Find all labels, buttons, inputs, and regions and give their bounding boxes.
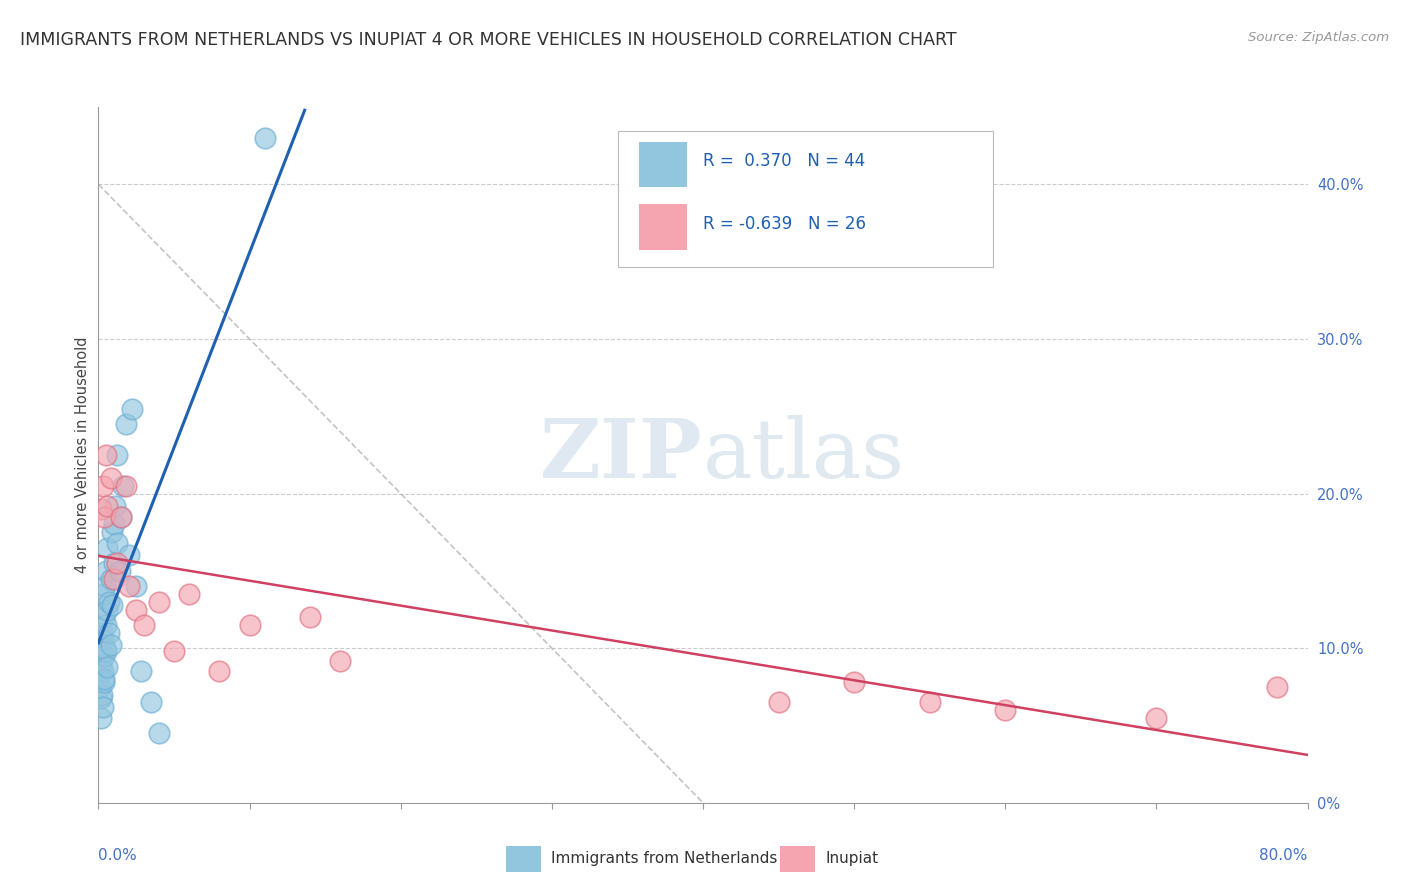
Point xyxy=(105,536,128,550)
Point xyxy=(94,618,117,632)
Point xyxy=(103,556,125,570)
Point xyxy=(118,579,141,593)
Point xyxy=(918,695,941,709)
Point xyxy=(118,549,141,563)
Point xyxy=(208,665,231,679)
Point xyxy=(121,401,143,416)
Point xyxy=(91,700,114,714)
Point xyxy=(105,448,128,462)
Text: 80.0%: 80.0% xyxy=(1260,848,1308,863)
Point xyxy=(108,564,131,578)
Point xyxy=(148,726,170,740)
Point xyxy=(93,675,115,690)
Text: Source: ZipAtlas.com: Source: ZipAtlas.com xyxy=(1249,31,1389,45)
Point xyxy=(96,602,118,616)
FancyBboxPatch shape xyxy=(619,131,993,267)
Point xyxy=(98,625,121,640)
Point xyxy=(125,579,148,593)
Point xyxy=(93,648,115,663)
Text: IMMIGRANTS FROM NETHERLANDS VS INUPIAT 4 OR MORE VEHICLES IN HOUSEHOLD CORRELATI: IMMIGRANTS FROM NETHERLANDS VS INUPIAT 4… xyxy=(20,31,956,49)
Point xyxy=(91,479,114,493)
Point xyxy=(110,509,132,524)
Point xyxy=(89,680,111,694)
Point xyxy=(91,625,114,640)
Point xyxy=(96,499,118,513)
FancyBboxPatch shape xyxy=(638,142,688,187)
Point xyxy=(129,665,152,679)
Point xyxy=(91,633,114,648)
Point xyxy=(299,610,322,624)
Point xyxy=(239,618,262,632)
Text: 0.0%: 0.0% xyxy=(98,848,138,863)
Point xyxy=(844,675,866,690)
Point xyxy=(141,695,163,709)
Text: R =  0.370   N = 44: R = 0.370 N = 44 xyxy=(703,153,865,170)
Point xyxy=(91,688,114,702)
Point xyxy=(1146,711,1168,725)
Text: R = -0.639   N = 26: R = -0.639 N = 26 xyxy=(703,215,866,233)
Point xyxy=(114,417,136,431)
Point xyxy=(90,657,112,671)
Point xyxy=(93,587,115,601)
Point xyxy=(114,479,136,493)
Text: Immigrants from Netherlands: Immigrants from Netherlands xyxy=(551,852,778,866)
Point xyxy=(110,509,132,524)
Point xyxy=(105,556,128,570)
Point xyxy=(90,690,112,705)
Point xyxy=(104,499,127,513)
Point xyxy=(125,602,148,616)
Point xyxy=(94,641,117,656)
Point xyxy=(101,598,124,612)
Point xyxy=(101,525,124,540)
Point xyxy=(90,711,112,725)
Point xyxy=(103,517,125,532)
Point xyxy=(163,644,186,658)
Text: atlas: atlas xyxy=(703,415,905,495)
Point xyxy=(94,448,117,462)
Point xyxy=(96,541,118,555)
Point xyxy=(100,471,122,485)
Point xyxy=(94,579,117,593)
Point xyxy=(96,659,118,673)
Point xyxy=(90,502,112,516)
Point xyxy=(111,479,134,493)
Text: ZIP: ZIP xyxy=(540,415,703,495)
Point xyxy=(253,131,276,145)
Point xyxy=(91,665,114,679)
Point xyxy=(98,595,121,609)
Point xyxy=(768,695,790,709)
Point xyxy=(179,587,201,601)
Point xyxy=(103,572,125,586)
Y-axis label: 4 or more Vehicles in Household: 4 or more Vehicles in Household xyxy=(75,336,90,574)
FancyBboxPatch shape xyxy=(638,204,688,250)
Point xyxy=(94,564,117,578)
Text: Inupiat: Inupiat xyxy=(825,852,879,866)
Point xyxy=(132,618,155,632)
Point xyxy=(94,644,117,658)
Point xyxy=(93,672,115,686)
Point xyxy=(93,509,115,524)
Point xyxy=(148,595,170,609)
Point xyxy=(100,572,122,586)
Point xyxy=(93,610,115,624)
Point xyxy=(100,638,122,652)
Point xyxy=(994,703,1017,717)
Point xyxy=(329,654,352,668)
Point xyxy=(1267,680,1289,694)
